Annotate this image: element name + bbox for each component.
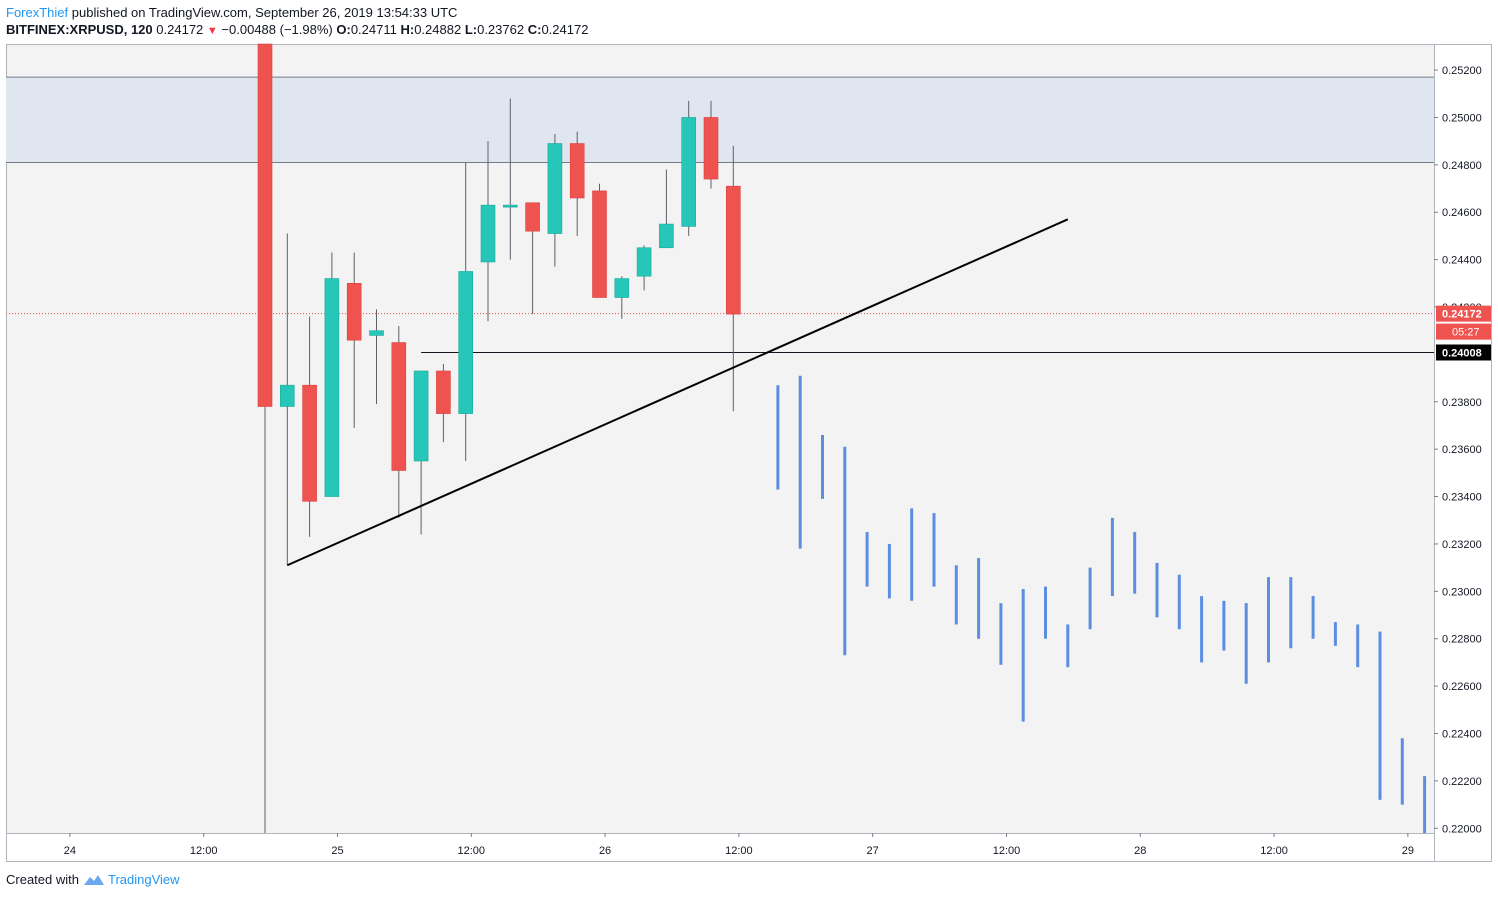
bearish-candle [703,117,719,180]
y-tick-label: 0.25200 [1442,65,1482,77]
footer: Created with TradingView [6,872,180,887]
x-tick-label: 28 [1134,845,1146,857]
y-tick-label: 0.23800 [1442,397,1482,409]
x-tick-label: 12:00 [725,845,753,857]
support-level-badge [1436,344,1491,361]
y-tick-label: 0.22600 [1442,681,1482,693]
bullish-candle [614,278,630,298]
y-tick-label: 0.23400 [1442,492,1482,504]
y-tick-label: 0.22000 [1442,823,1482,835]
y-tick-label: 0.25000 [1442,112,1482,124]
y-tick-label: 0.22200 [1442,776,1482,788]
bullish-candle [324,278,340,497]
bullish-candle [279,384,295,407]
y-tick-label: 0.23600 [1442,444,1482,456]
author-link[interactable]: ForexThief [6,5,69,20]
bullish-candle [502,204,518,208]
x-tick-label: 25 [331,845,343,857]
down-arrow-icon: ▼ [206,25,218,37]
bearish-candle [257,43,273,407]
x-tick-label: 12:00 [190,845,218,857]
y-tick-label: 0.22800 [1442,634,1482,646]
x-tick-label: 26 [599,845,611,857]
x-tick-label: 29 [1402,845,1414,857]
bullish-candle [636,247,652,277]
bullish-candle [547,143,563,234]
y-tick-label: 0.24800 [1442,160,1482,172]
bearish-candle [302,384,317,502]
resistance-zone [6,77,1434,163]
symbol-label: BITFINEX:XRPUSD, 120 [6,22,153,37]
low-value: 0.23762 [477,22,525,37]
bearish-candle [436,370,451,414]
chart-header: ForexThief published on TradingView.com,… [6,4,588,40]
price-change: −0.00488 (−1.98%) [221,22,333,37]
countdown-label: 05:27 [1452,327,1480,339]
ascending-trendline [286,218,1069,567]
x-tick-label: 24 [64,845,76,857]
y-tick-label: 0.23000 [1442,586,1482,598]
bullish-candle [458,271,474,414]
bearish-candle [391,342,407,471]
high-value: 0.24882 [414,22,462,37]
x-tick-label: 27 [867,845,879,857]
bearish-candle [592,190,607,298]
bullish-candle [413,370,429,462]
support-level-badge-label: 0.24008 [1442,347,1482,359]
countdown-badge [1436,323,1491,340]
bullish-candle [480,204,496,263]
bearish-candle [525,202,540,232]
bullish-candle [369,330,384,336]
tradingview-brand[interactable]: TradingView [107,872,180,887]
bearish-candle [725,185,741,315]
bearish-candle [569,143,585,199]
plot-area [6,44,1434,833]
publish-line: ForexThief published on TradingView.com,… [6,4,588,21]
bearish-candle [346,283,362,341]
chart-frame [6,44,1492,862]
open-value: 0.24711 [350,22,397,37]
high-label: H: [400,22,415,37]
y-tick-label: 0.23200 [1442,539,1482,551]
x-tick-label: 12:00 [1260,845,1288,857]
bullish-candle [659,223,674,249]
x-tick-label: 12:00 [993,845,1021,857]
low-label: L: [464,22,478,37]
last-price-badge [1436,305,1491,322]
close-value: 0.24172 [541,22,589,37]
publish-info: published on TradingView.com, September … [71,5,458,20]
tradingview-logo-icon [83,874,104,885]
bullish-candle [681,117,697,227]
y-tick-label: 0.22400 [1442,728,1482,740]
ohlc-line: BITFINEX:XRPUSD, 120 0.24172 ▼ −0.00488 … [6,21,588,40]
created-with-text: Created with [6,872,79,887]
last-price: 0.24172 [156,22,204,37]
x-tick-label: 12:00 [458,845,486,857]
last-price-badge-label: 0.24172 [1442,309,1482,321]
open-label: O: [336,22,351,37]
close-label: C: [527,22,542,37]
y-tick-label: 0.24600 [1442,207,1482,219]
y-tick-label: 0.24400 [1442,255,1482,267]
